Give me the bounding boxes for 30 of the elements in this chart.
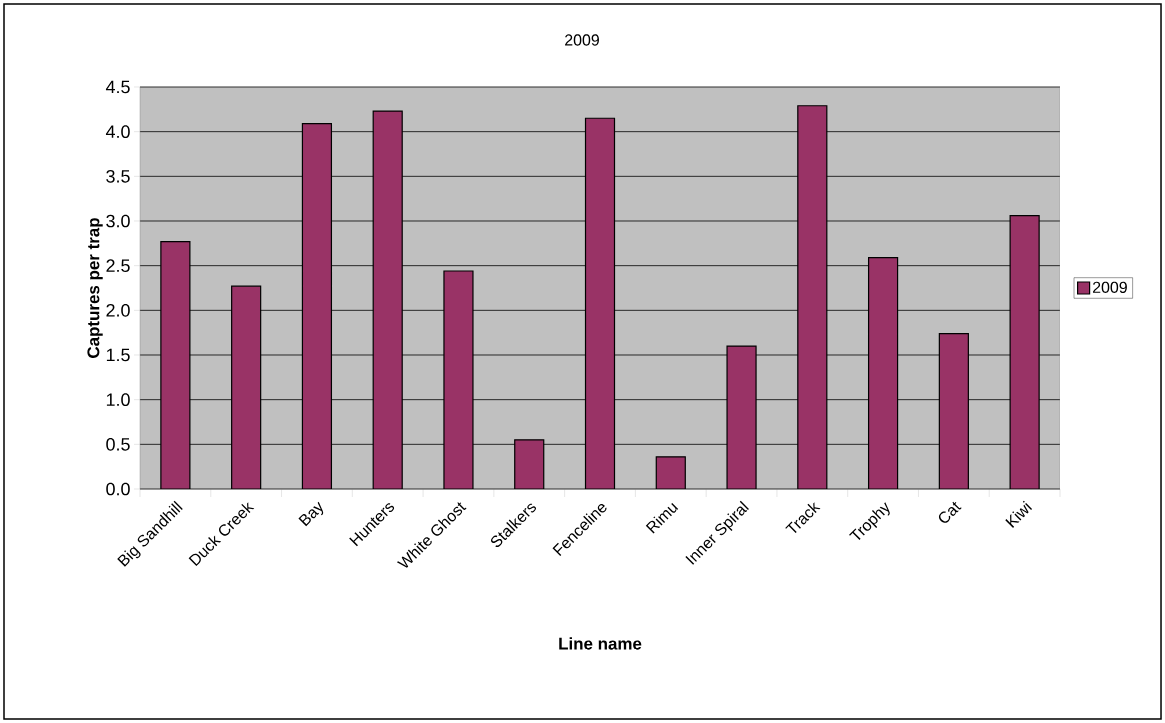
chart-title: 2009	[565, 34, 599, 46]
x-axis-title: Line name	[559, 637, 642, 650]
y-tick-label: 0.5	[106, 437, 130, 451]
bar	[301, 123, 333, 489]
bar	[1009, 215, 1040, 489]
legend-label: 2009	[1092, 281, 1127, 293]
y-tick-label: 4.0	[105, 125, 130, 139]
bar	[584, 117, 616, 489]
y-tick-label: 1.0	[106, 393, 130, 407]
y-tick-label: 2.0	[106, 303, 130, 317]
y-tick-label: 2.5	[106, 259, 130, 273]
bar	[443, 270, 474, 489]
y-tick-label: 3.5	[106, 169, 130, 183]
x-tick-label: Kiwi	[1005, 500, 1033, 528]
bar	[514, 439, 545, 489]
bar	[372, 110, 403, 489]
x-tick-label: Bay	[298, 501, 324, 527]
y-tick-label: 1.5	[106, 348, 130, 362]
y-axis-title: Captures per trap	[87, 218, 103, 358]
bar	[797, 105, 828, 489]
bar	[655, 456, 686, 489]
y-tick-label: 4.5	[105, 80, 130, 94]
y-tick-label: 0.0	[106, 482, 130, 496]
bar	[160, 240, 191, 489]
y-tick-label: 3.0	[106, 214, 130, 228]
bar	[231, 285, 262, 489]
x-tick-label: Cat	[938, 501, 962, 523]
bar	[867, 257, 899, 489]
bar	[726, 345, 757, 489]
bar	[938, 332, 969, 489]
